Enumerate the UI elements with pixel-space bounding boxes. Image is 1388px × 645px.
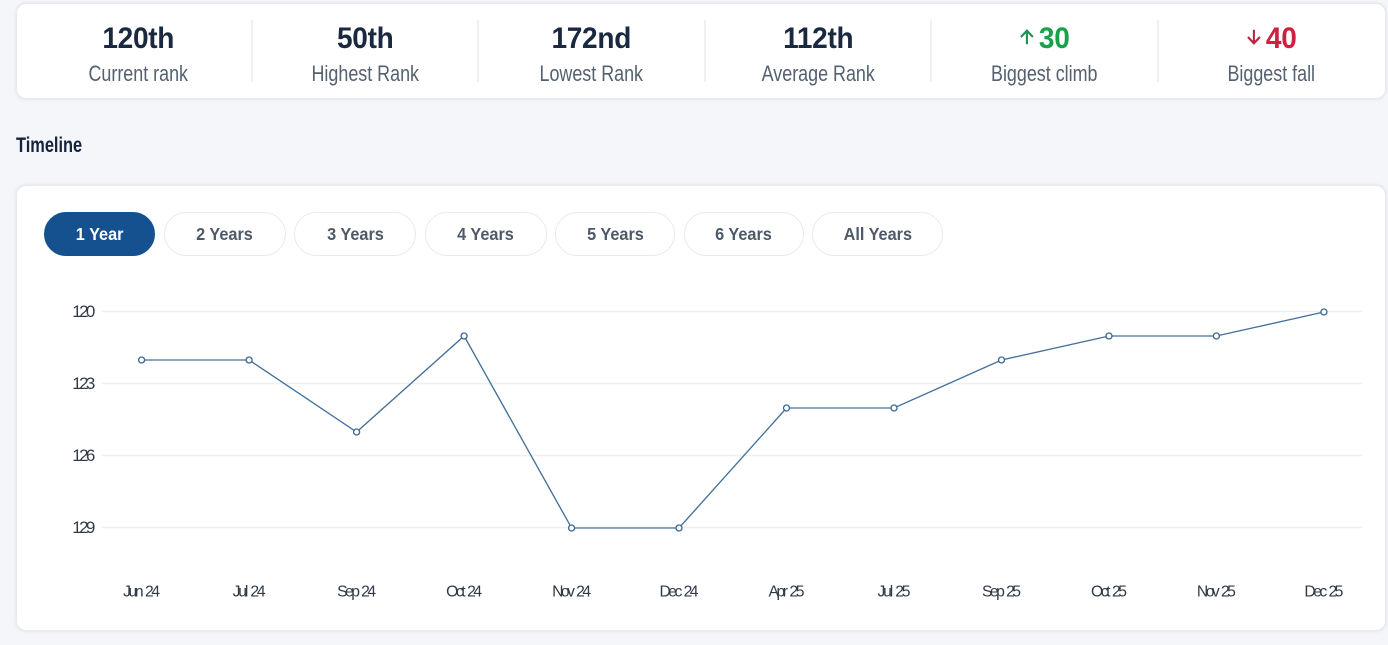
svg-text:Sep 25: Sep 25 (982, 583, 1021, 600)
svg-text:Nov 25: Nov 25 (1197, 583, 1236, 600)
svg-text:Jul 25: Jul 25 (878, 583, 911, 600)
svg-text:Oct 24: Oct 24 (446, 583, 482, 600)
svg-text:Dec 25: Dec 25 (1304, 583, 1343, 600)
svg-text:Dec 24: Dec 24 (660, 583, 699, 600)
svg-text:Apr 25: Apr 25 (769, 583, 805, 600)
svg-text:Jul 24: Jul 24 (233, 583, 266, 600)
svg-text:126: 126 (72, 446, 95, 465)
svg-text:120: 120 (72, 302, 95, 321)
svg-text:Nov 24: Nov 24 (552, 583, 591, 600)
svg-text:Sep 24: Sep 24 (337, 583, 376, 600)
svg-text:Oct 25: Oct 25 (1091, 583, 1127, 600)
svg-text:Jun 24: Jun 24 (123, 583, 160, 600)
svg-text:123: 123 (72, 374, 95, 393)
svg-text:129: 129 (72, 518, 95, 537)
